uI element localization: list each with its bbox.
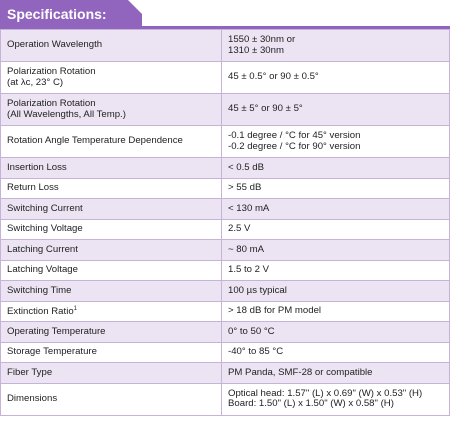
- param-text: (at λc, 23° C): [7, 76, 64, 88]
- spec-cell: > 18 dB for PM model: [221, 300, 450, 322]
- param-text: Return Loss: [7, 182, 59, 193]
- table-row: Latching Voltage 1.5 to 2 V: [0, 259, 450, 281]
- table-row: Insertion Loss < 0.5 dB: [0, 157, 450, 179]
- spec-cell: Optical head: 1.57" (L) x 0.69" (W) x 0.…: [221, 382, 450, 416]
- table-row: Rotation Angle Temperature Dependence -0.…: [0, 125, 450, 158]
- table-row: Switching Voltage 2.5 V: [0, 218, 450, 240]
- param-text: Storage Temperature: [7, 346, 97, 357]
- param-cell: Fiber Type: [0, 362, 222, 384]
- spec-text: -0.2 degree / °C for 90° version: [228, 140, 361, 152]
- spec-text: -0.1 degree / °C for 45° version: [228, 130, 361, 141]
- spec-cell: 45 ± 5° or 90 ± 5°: [221, 93, 450, 126]
- table-row: Return Loss > 55 dB: [0, 177, 450, 199]
- param-cell: Insertion Loss: [0, 157, 222, 179]
- spec-text: -40° to 85 °C: [228, 346, 284, 357]
- header-tab: [0, 0, 450, 29]
- spec-text: > 18 dB for PM model: [228, 305, 322, 316]
- param-cell: Extinction Ratio1: [0, 300, 222, 322]
- spec-cell: 0° to 50 °C: [221, 321, 450, 343]
- spec-text: PM Panda, SMF-28 or compatible: [228, 366, 373, 378]
- param-cell: Rotation Angle Temperature Dependence: [0, 125, 222, 158]
- param-text: Latching Voltage: [7, 264, 78, 275]
- spec-text: < 130 mA: [228, 202, 270, 214]
- table-row: Latching Current ~ 80 mA: [0, 239, 450, 261]
- table-row: Operation Wavelength 1550 ± 30nm or 1310 ±…: [0, 29, 450, 62]
- spec-text: 2.5 V: [228, 223, 251, 234]
- param-cell: Storage Temperature: [0, 341, 222, 363]
- table-row: Switching Time 100 µs typical: [0, 280, 450, 302]
- table-row: Dimensions Optical head: 1.57" (L) x 0.69…: [0, 382, 450, 416]
- table-row: Storage Temperature -40° to 85 °C: [0, 341, 450, 363]
- param-cell: Latching Voltage: [0, 259, 222, 281]
- param-cell: Latching Current: [0, 239, 222, 261]
- param-cell: Operating Temperature: [0, 321, 222, 343]
- spec-text: 1.5 to 2 V: [228, 264, 270, 275]
- param-text: Operation Wavelength: [7, 39, 103, 51]
- spec-cell: < 130 mA: [221, 198, 450, 220]
- footnote-mark: 1: [73, 306, 77, 313]
- param-text: Switching Voltage: [7, 223, 83, 234]
- param-cell: Dimensions: [0, 382, 222, 416]
- param-text: (All Wavelengths, All Temp.): [7, 108, 126, 120]
- table-row: Operating Temperature 0° to 50 °C: [0, 321, 450, 343]
- param-cell: Operation Wavelength: [0, 29, 222, 62]
- param-text: Latching Current: [7, 243, 78, 255]
- spec-text: 1310 ± 30nm: [228, 44, 284, 56]
- param-cell: Polarization Rotation (All Wavelengths, A…: [0, 93, 222, 126]
- spec-cell: -0.1 degree / °C for 45° version -0.2 deg…: [221, 125, 450, 158]
- spec-table: Operation Wavelength 1550 ± 30nm or 1310 ±…: [0, 29, 450, 416]
- param-text: Insertion Loss: [7, 161, 67, 173]
- param-text: Fiber Type: [7, 366, 53, 378]
- spec-text: 0° to 50 °C: [228, 325, 275, 337]
- table-row: Polarization Rotation (All Wavelengths, A…: [0, 93, 450, 126]
- param-text: Operating Temperature: [7, 325, 106, 337]
- param-cell: Switching Current: [0, 198, 222, 220]
- spec-text: 45 ± 0.5° or 90 ± 0.5°: [228, 71, 319, 83]
- param-cell: Switching Voltage: [0, 218, 222, 240]
- param-text: Polarization Rotation: [7, 98, 96, 109]
- param-cell: Switching Time: [0, 280, 222, 302]
- spec-cell: < 0.5 dB: [221, 157, 450, 179]
- param-cell: Polarization Rotation (at λc, 23° C): [0, 61, 222, 94]
- spec-cell: 45 ± 0.5° or 90 ± 0.5°: [221, 61, 450, 94]
- param-text: Switching Current: [7, 202, 83, 214]
- spec-cell: 2.5 V: [221, 218, 450, 240]
- spec-text: ~ 80 mA: [228, 243, 264, 255]
- spec-cell: 100 µs typical: [221, 280, 450, 302]
- table-row: Extinction Ratio1 > 18 dB for PM model: [0, 300, 450, 322]
- table-row: Fiber Type PM Panda, SMF-28 or compatible: [0, 362, 450, 384]
- param-text: Polarization Rotation: [7, 66, 96, 77]
- spec-text: > 55 dB: [228, 182, 262, 193]
- spec-text: 45 ± 5° or 90 ± 5°: [228, 103, 303, 115]
- param-text: Rotation Angle Temperature Dependence: [7, 135, 183, 147]
- spec-text: Optical head: 1.57" (L) x 0.69" (W) x 0.…: [228, 387, 423, 399]
- spec-text: < 0.5 dB: [228, 161, 265, 173]
- spec-cell: ~ 80 mA: [221, 239, 450, 261]
- param-text: Dimensions: [7, 392, 58, 404]
- spec-cell: 1550 ± 30nm or 1310 ± 30nm: [221, 29, 450, 62]
- param-text: Switching Time: [7, 284, 72, 296]
- spec-text: Board: 1.50" (L) x 1.50" (W) x 0.58" (H): [228, 398, 394, 409]
- spec-cell: > 55 dB: [221, 177, 450, 199]
- spec-cell: 1.5 to 2 V: [221, 259, 450, 281]
- param-cell: Return Loss: [0, 177, 222, 199]
- spec-cell: -40° to 85 °C: [221, 341, 450, 363]
- table-row: Switching Current < 130 mA: [0, 198, 450, 220]
- spec-text: 1550 ± 30nm or: [228, 34, 296, 45]
- param-text: Extinction Ratio: [7, 306, 74, 318]
- header-title: Specifications:: [7, 6, 107, 22]
- spec-text: 100 µs typical: [228, 284, 287, 296]
- table-row: Polarization Rotation (at λc, 23° C) 45 ± …: [0, 61, 450, 94]
- spec-cell: PM Panda, SMF-28 or compatible: [221, 362, 450, 384]
